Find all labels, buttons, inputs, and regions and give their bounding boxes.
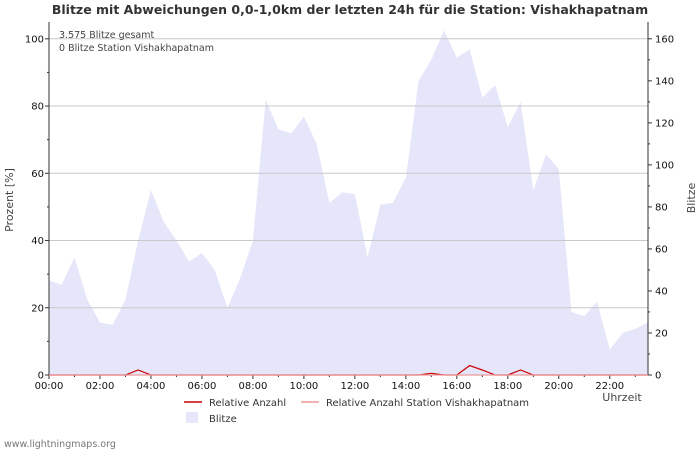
- y-left-tick-20: 20: [31, 303, 44, 314]
- y-right-tick-20: 20: [655, 328, 668, 339]
- legend: Relative Anzahl Relative Anzahl Station …: [184, 398, 529, 425]
- y-right-tick-160: 160: [655, 34, 674, 45]
- note-station: 0 Blitze Station Vishakhapatnam: [59, 43, 214, 54]
- y-right-tick-0: 0: [655, 371, 661, 382]
- note-total: 3.575 Blitze gesamt: [59, 30, 154, 41]
- y-left-label: Prozent [%]: [3, 168, 16, 232]
- x-tick-00:00: 00:00: [35, 381, 64, 392]
- y-right-tick-120: 120: [655, 118, 674, 129]
- x-tick-18:00: 18:00: [493, 381, 522, 392]
- y-right-tick-100: 100: [655, 160, 674, 171]
- y-left-tick-80: 80: [31, 102, 44, 113]
- y-right-tick-40: 40: [655, 286, 668, 297]
- x-tick-14:00: 14:00: [391, 381, 420, 392]
- y-right-tick-80: 80: [655, 202, 668, 213]
- x-tick-16:00: 16:00: [442, 381, 471, 392]
- chart-title: Blitze mit Abweichungen 0,0-1,0km der le…: [52, 2, 648, 17]
- y-left-tick-100: 100: [25, 34, 44, 45]
- x-tick-06:00: 06:00: [188, 381, 217, 392]
- x-tick-20:00: 20:00: [544, 381, 573, 392]
- y-left-tick-0: 0: [38, 371, 44, 382]
- x-tick-12:00: 12:00: [340, 381, 369, 392]
- x-tick-08:00: 08:00: [239, 381, 268, 392]
- legend-label-relative: Relative Anzahl: [209, 398, 286, 409]
- x-tick-22:00: 22:00: [595, 381, 624, 392]
- x-tick-04:00: 04:00: [137, 381, 166, 392]
- x-axis-label: Uhrzeit: [602, 391, 642, 404]
- y-right-tick-60: 60: [655, 244, 668, 255]
- x-tick-10:00: 10:00: [289, 381, 318, 392]
- footer-credit: www.lightningmaps.org: [4, 439, 116, 450]
- series-blitze-area: [49, 30, 648, 376]
- legend-swatch-blitze: [186, 412, 198, 423]
- y-right-label: Blitze: [685, 183, 698, 214]
- y-left-tick-40: 40: [31, 236, 44, 247]
- x-tick-02:00: 02:00: [86, 381, 115, 392]
- plot-area: 0 20 40 60 80 100 0 20 40 60 80 100 120 140 160 00:00 02…: [25, 22, 674, 392]
- y-left-tick-60: 60: [31, 169, 44, 180]
- legend-label-blitze: Blitze: [209, 414, 237, 425]
- legend-label-relative-station: Relative Anzahl Station Vishakhapatnam: [326, 398, 529, 409]
- y-right-tick-140: 140: [655, 76, 674, 87]
